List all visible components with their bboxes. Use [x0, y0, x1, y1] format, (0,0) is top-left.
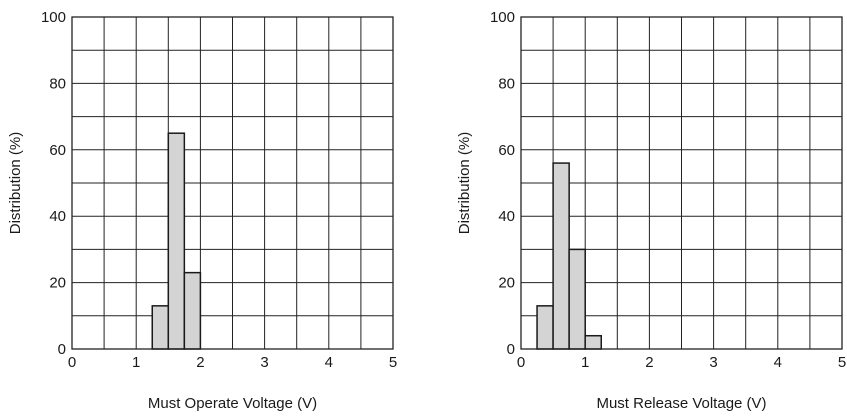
plot-frame	[520, 16, 843, 350]
x-tick-label: 1	[581, 354, 589, 371]
y-tick-label: 100	[490, 9, 515, 26]
histogram-bar	[536, 305, 554, 350]
y-tick-label: 60	[49, 142, 66, 159]
y-tick-label: 80	[49, 75, 66, 92]
y-tick-label: 80	[498, 75, 515, 92]
y-tick-label: 60	[498, 142, 515, 159]
x-axis-title: Must Operate Voltage (V)	[148, 395, 317, 412]
chart-must-operate-voltage: 0 1 2 3 4 5 0 20 40 60 80 100 Must Operate Voltage (…	[7, 9, 397, 412]
y-tick-label: 0	[58, 341, 66, 358]
y-axis-title: Distribution (%)	[456, 132, 473, 235]
x-tick-label: 0	[517, 354, 525, 371]
chart-must-release-voltage: 0 1 2 3 4 5 0 20 40 60 80 100 Must Release Voltage (…	[456, 9, 846, 412]
y-tick-label: 100	[41, 9, 66, 26]
histogram-bar	[183, 271, 202, 350]
y-tick-label: 40	[498, 208, 515, 225]
x-tick-label: 3	[260, 354, 268, 371]
x-tick-label: 2	[645, 354, 653, 371]
x-tick-label: 5	[838, 354, 846, 371]
x-tick-label: 3	[709, 354, 717, 371]
x-tick-label: 4	[325, 354, 333, 371]
histogram-bar	[584, 334, 603, 350]
y-axis-title: Distribution (%)	[7, 132, 24, 235]
x-axis-title: Must Release Voltage (V)	[596, 395, 766, 412]
plot-frame	[71, 16, 394, 350]
y-tick-label: 20	[498, 275, 515, 292]
x-tick-label: 2	[196, 354, 204, 371]
x-tick-label: 4	[774, 354, 782, 371]
y-tick-label: 20	[49, 275, 66, 292]
histogram-bar	[151, 305, 170, 350]
y-tick-label: 0	[507, 341, 515, 358]
histogram-bar	[167, 132, 186, 350]
y-tick-label: 40	[49, 208, 66, 225]
x-tick-label: 1	[132, 354, 140, 371]
histogram-bar	[552, 162, 570, 350]
histogram-bar	[568, 248, 586, 350]
x-tick-label: 5	[389, 354, 397, 371]
x-tick-label: 0	[68, 354, 76, 371]
